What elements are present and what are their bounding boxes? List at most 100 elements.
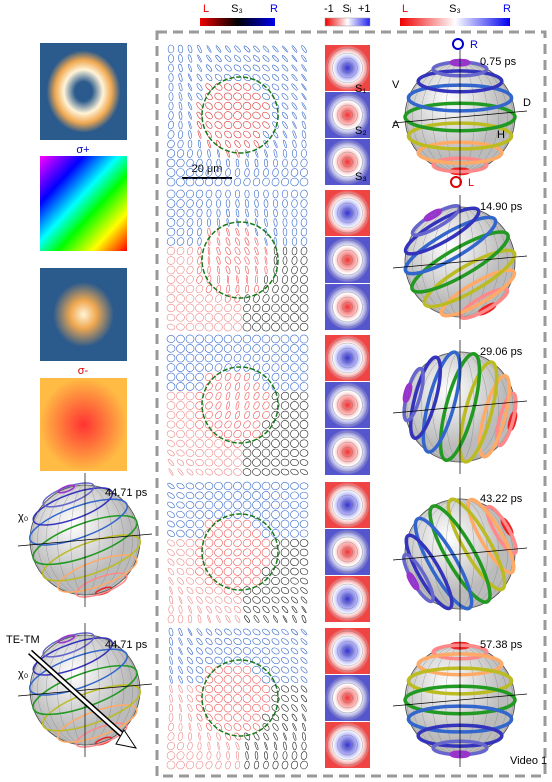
- polarization-ellipse: [186, 199, 194, 208]
- polarization-ellipse: [215, 411, 222, 419]
- polarization-ellipse: [243, 628, 251, 636]
- polarization-ellipse: [252, 429, 261, 439]
- polarization-ellipse: [242, 322, 252, 332]
- polarization-ellipse: [299, 401, 309, 410]
- stokes-contour: [342, 254, 353, 266]
- polarization-ellipse: [252, 102, 261, 110]
- polarization-ellipse: [168, 637, 174, 646]
- polarization-ellipse: [205, 83, 213, 91]
- stokes-contour: [342, 109, 353, 121]
- polarization-ellipse: [254, 751, 259, 760]
- polarization-ellipse: [178, 675, 183, 684]
- polarization-ellipse: [263, 158, 269, 168]
- polarization-ellipse: [207, 265, 211, 275]
- polarization-ellipse: [254, 158, 259, 168]
- stokes-contour: [342, 645, 353, 657]
- polarization-ellipse: [176, 334, 185, 344]
- polarization-ellipse: [233, 334, 242, 344]
- stokes-contour: [342, 499, 353, 511]
- stokes-contour: [337, 57, 358, 79]
- polarization-ellipse: [196, 713, 203, 722]
- polarization-ellipse: [252, 121, 261, 129]
- stokes-contour: [337, 347, 358, 369]
- polarization-ellipse: [290, 529, 299, 538]
- polarization-ellipse: [206, 208, 212, 218]
- polarization-ellipse: [282, 246, 288, 256]
- polarization-ellipse: [264, 149, 268, 158]
- stokes-map: [325, 576, 370, 622]
- polarization-ellipse: [233, 647, 242, 655]
- polarization-ellipse: [176, 539, 185, 547]
- polarization-ellipse: [176, 294, 185, 303]
- polarization-ellipse: [177, 586, 184, 595]
- polarization-ellipse: [186, 586, 194, 595]
- polarization-ellipse: [195, 168, 204, 177]
- polarization-ellipse: [291, 265, 298, 275]
- polarization-ellipse: [252, 576, 261, 586]
- polarization-ellipse: [271, 410, 280, 420]
- polarization-ellipse: [291, 64, 298, 72]
- polarization-ellipse: [245, 275, 249, 284]
- polarization-ellipse: [299, 482, 309, 490]
- polarization-ellipse: [214, 548, 223, 557]
- polarization-ellipse: [223, 529, 233, 538]
- polarization-ellipse: [197, 149, 202, 158]
- polarization-ellipse: [299, 344, 309, 353]
- polarization-ellipse: [271, 363, 280, 372]
- polarization-ellipse: [233, 120, 242, 130]
- polarization-ellipse: [271, 313, 280, 322]
- polarization-ellipse: [224, 638, 232, 645]
- trajectory-band: [42, 632, 95, 658]
- polarization-ellipse: [226, 149, 230, 158]
- trajectory-band: [41, 684, 142, 732]
- polarization-ellipse: [224, 177, 232, 187]
- polarization-ellipse: [167, 558, 175, 566]
- polarization-ellipse: [252, 656, 261, 665]
- polarization-ellipse: [234, 615, 241, 623]
- polarization-ellipse: [226, 751, 230, 760]
- polarization-ellipse: [233, 491, 242, 500]
- stokes-contour: [332, 635, 363, 667]
- polarization-ellipse: [262, 410, 270, 420]
- polarization-ellipse: [290, 363, 299, 372]
- trajectory-band: [41, 534, 142, 582]
- polarization-ellipse: [214, 491, 223, 500]
- polarization-ellipse: [214, 500, 223, 510]
- polarization-ellipse: [176, 372, 185, 382]
- polarization-ellipse: [186, 158, 194, 168]
- polarization-ellipse: [223, 510, 233, 519]
- time-label: 0.75 ps: [480, 56, 517, 68]
- polarization-ellipse: [168, 63, 174, 73]
- polarization-ellipse: [290, 284, 299, 294]
- polarization-map: [167, 481, 370, 624]
- polarization-ellipse: [187, 149, 193, 158]
- polarization-ellipse: [166, 237, 176, 246]
- polarization-ellipse: [168, 120, 174, 130]
- polarization-ellipse: [166, 208, 176, 218]
- polarization-ellipse: [272, 130, 279, 139]
- polarization-ellipse: [204, 468, 214, 476]
- polarization-ellipse: [225, 189, 231, 199]
- polarization-ellipse: [214, 529, 223, 538]
- stokes-contour: [342, 739, 353, 751]
- polarization-ellipse: [242, 313, 252, 322]
- polarization-ellipse: [242, 596, 252, 604]
- polarization-ellipse: [226, 227, 230, 237]
- polarization-ellipse: [185, 529, 195, 538]
- polarization-ellipse: [299, 548, 309, 557]
- polarization-ellipse: [223, 111, 233, 120]
- polarization-ellipse: [215, 391, 222, 401]
- polarization-ellipse: [242, 637, 252, 646]
- scale-bar-label: 20 μm: [192, 163, 223, 175]
- polarization-ellipse: [166, 265, 176, 275]
- polarization-ellipse: [204, 548, 214, 557]
- polarization-ellipse: [204, 510, 214, 519]
- polarization-ellipse: [205, 628, 213, 636]
- polarization-ellipse: [195, 177, 204, 187]
- polarization-ellipse: [261, 675, 271, 684]
- polarization-ellipse: [236, 275, 239, 284]
- polarization-ellipse: [272, 55, 279, 62]
- trajectory-band: [466, 497, 516, 575]
- polarization-ellipse: [176, 227, 185, 237]
- polarization-ellipse: [166, 256, 176, 265]
